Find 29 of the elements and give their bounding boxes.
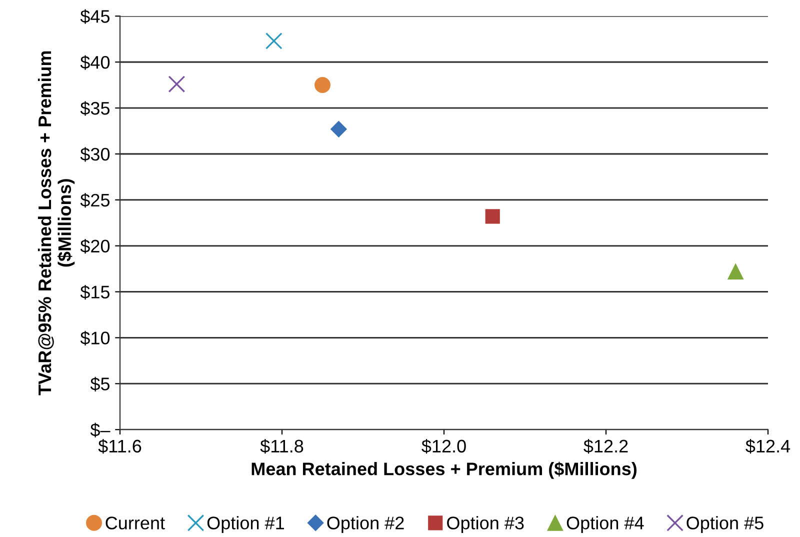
y-tick-label: $5 xyxy=(90,376,110,392)
x-tick-label: $11.8 xyxy=(260,439,304,454)
y-tick-label: $– xyxy=(90,422,110,438)
point xyxy=(265,32,282,50)
legend-label: Option #2 xyxy=(327,516,404,533)
y-tick-label: $35 xyxy=(80,101,110,116)
y-tick-label: $20 xyxy=(80,239,110,254)
x-tick-label: $11.6 xyxy=(98,439,142,454)
x-tick-label: $12.2 xyxy=(584,439,628,454)
point xyxy=(728,264,744,280)
y-tick-label: $45 xyxy=(80,9,110,24)
y-axis-title: TVaR@95% Retained Losses + Premium ($Millions) xyxy=(38,51,75,396)
x-tick-label: $12.4 xyxy=(746,439,790,454)
y-tick-label: $30 xyxy=(80,147,110,162)
legend-label: Option #4 xyxy=(566,516,644,533)
y-tick-label: $40 xyxy=(80,55,110,70)
point xyxy=(485,209,500,224)
point xyxy=(314,77,330,94)
x-tick-label: $12.0 xyxy=(422,439,466,454)
point xyxy=(330,120,347,138)
point xyxy=(168,76,186,93)
y-tick-label: $15 xyxy=(80,284,110,300)
legend-label: Option #3 xyxy=(447,516,524,533)
legend-label: Current xyxy=(106,516,165,530)
x-axis-title: Mean Retained Losses + Premium ($Millions) xyxy=(252,462,637,479)
legend-label: Option #5 xyxy=(686,516,764,533)
y-tick-label: $10 xyxy=(80,330,110,346)
y-tick-label: $25 xyxy=(80,193,110,208)
legend-label: Option #1 xyxy=(207,516,284,533)
